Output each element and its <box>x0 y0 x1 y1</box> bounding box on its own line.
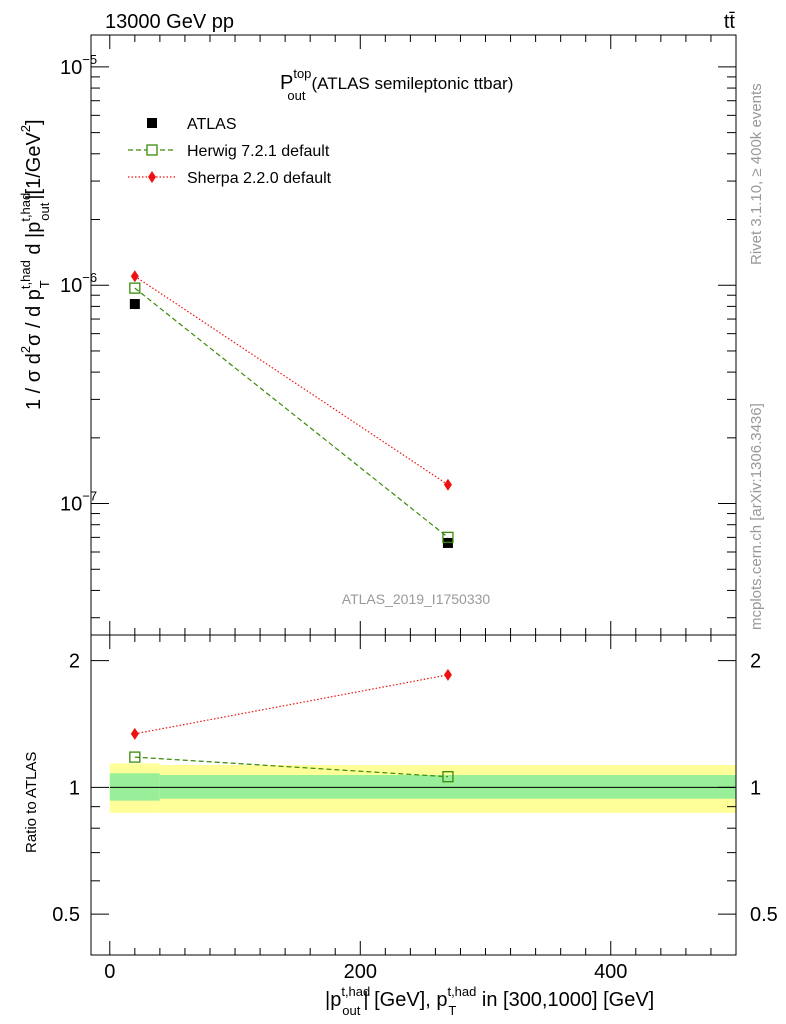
main-y-tick-label: 10−6 <box>60 270 97 297</box>
sherpa-point <box>443 478 452 491</box>
ratio-panel: 0.5 0.5 1 1 2 2 0 200 400 Ratio to ATLAS |pt,had… <box>23 634 778 1018</box>
rivet-label: Rivet 3.1.10, ≥ 400k events <box>748 83 765 265</box>
ratio-tick-labels: 0.5 0.5 1 1 2 2 0 200 400 <box>52 651 778 983</box>
legend-herwig-marker <box>146 144 158 156</box>
main-y-axis-label: 1 / σ d2σ / d pt,had T d |pt,had out|[1/Ge… <box>18 119 52 410</box>
ratio-band-inner <box>159 774 737 799</box>
legend-herwig-label: Herwig 7.2.1 default <box>187 143 330 160</box>
legend-atlas-marker <box>147 118 157 128</box>
main-y-tick-label: 10−7 <box>60 489 97 516</box>
ratio-series-line <box>134 674 449 735</box>
herwig-point <box>442 531 454 544</box>
ratio-y-tick-label: 0.5 <box>52 904 80 926</box>
ratio-uncertainty-bands <box>109 763 737 813</box>
x-tick-label: 400 <box>594 961 627 983</box>
main-axis-ticks <box>91 35 737 635</box>
herwig-ratio-point <box>442 771 454 783</box>
plot-title: Ptop out(ATLAS semileptonic ttbar) <box>280 66 513 103</box>
main-y-tick-label: 10−5 <box>60 52 97 79</box>
ratio-y-tick-label-right: 0.5 <box>750 904 778 926</box>
legend-item-herwig: Herwig 7.2.1 default <box>128 143 330 160</box>
ratio-y-tick-label: 1 <box>69 777 80 799</box>
ratio-y-tick-label-right: 1 <box>750 777 761 799</box>
mcplots-label: mcplots.cern.ch [arXiv:1306.3436] <box>748 403 765 630</box>
ratio-panel-frame <box>90 634 737 956</box>
ratio-axis-ticks <box>91 635 737 955</box>
main-panel: 10−5 10−6 10−7 Ptop out(ATLAS semileptonic … <box>18 34 737 636</box>
energy-label: 13000 GeV pp <box>105 11 234 33</box>
legend-sherpa-marker <box>148 171 156 183</box>
x-tick-label: 200 <box>344 961 377 983</box>
legend-atlas-label: ATLAS <box>187 116 237 133</box>
herwig-point <box>129 282 141 294</box>
legend-item-atlas: ATLAS <box>147 116 237 133</box>
ratio-y-tick-label: 2 <box>69 651 80 673</box>
main-series <box>129 270 454 548</box>
legend-sherpa-label: Sherpa 2.2.0 default <box>187 170 332 187</box>
process-label: tt̄ <box>724 11 736 33</box>
sherpa-point <box>130 270 139 283</box>
ratio-y-axis-label: Ratio to ATLAS <box>23 752 40 853</box>
ratio-series-line <box>134 756 448 778</box>
sherpa-ratio-point <box>443 668 452 681</box>
legend-item-sherpa: Sherpa 2.2.0 default <box>128 170 332 187</box>
main-y-tick-labels: 10−5 10−6 10−7 <box>60 52 97 516</box>
x-tick-label: 0 <box>104 961 115 983</box>
x-axis-label: |pt,had out | [GeV], pt,had T in [300,1000]… <box>325 984 654 1018</box>
atlas-data-point <box>129 299 140 310</box>
herwig-ratio-point <box>129 751 141 763</box>
sherpa-ratio-point <box>130 727 139 740</box>
main-series-line <box>134 287 449 538</box>
analysis-watermark: ATLAS_2019_I1750330 <box>342 591 491 607</box>
ratio-y-tick-label-right: 2 <box>750 651 761 673</box>
main-series-line <box>134 275 449 486</box>
legend: ATLAS Herwig 7.2.1 default Sherpa 2.2.0 … <box>128 116 332 187</box>
ratio-series <box>129 668 454 783</box>
